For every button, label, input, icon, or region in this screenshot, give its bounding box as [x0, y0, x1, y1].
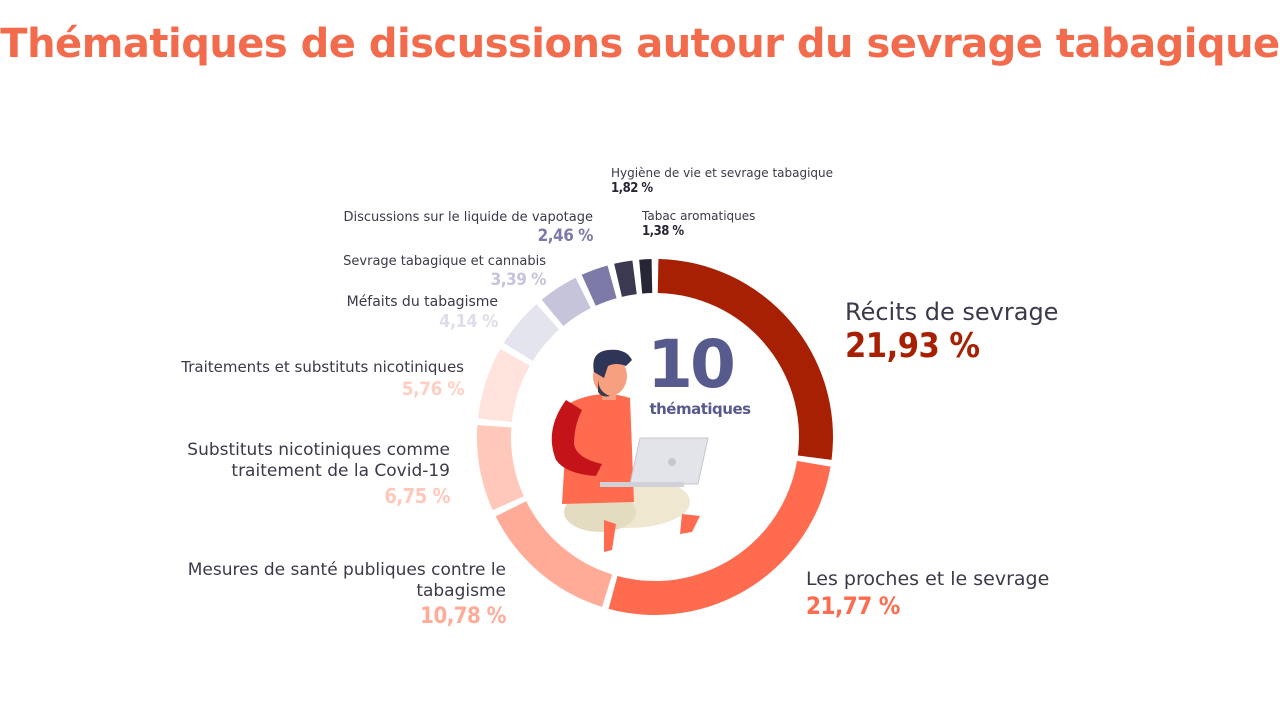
series-name: Substituts nicotiniques comme traitement…	[187, 440, 450, 481]
label-les-proches: Les proches et le sevrage 21,77 %	[806, 568, 1049, 622]
center-label: thématiques	[649, 400, 751, 418]
label-traitements: Traitements et substituts nicotiniques 5…	[100, 358, 464, 402]
series-name: Méfaits du tabagisme	[346, 294, 498, 310]
series-value: 21,93 %	[845, 326, 980, 366]
series-name: Les proches et le sevrage	[806, 568, 1050, 590]
illustration-hair	[593, 349, 632, 378]
donut-segment-4	[477, 348, 530, 422]
illustration-beard	[598, 378, 610, 397]
donut-segment-3	[477, 425, 524, 511]
donut-segment-2	[495, 501, 613, 607]
series-value: 21,77 %	[806, 592, 900, 620]
series-name: Traitements et substituts nicotiniques	[181, 358, 464, 376]
illustration-foot-left	[604, 520, 616, 552]
series-value: 4,14 %	[439, 311, 498, 332]
label-hygiene-de-vie: Hygiène de vie et sevrage tabagique 1,82…	[611, 166, 833, 198]
series-value: 1,38 %	[642, 224, 684, 239]
illustration-arm	[551, 400, 602, 476]
label-liquide-vapotage: Discussions sur le liquide de vapotage 2…	[280, 210, 593, 247]
label-cannabis: Sevrage tabagique et cannabis 3,39 %	[290, 254, 546, 291]
donut-segment-1	[608, 460, 831, 615]
illustration-foot-right	[680, 514, 700, 534]
page-title: Thématiques de discussions autour du sev…	[0, 21, 1280, 67]
label-substituts-covid: Substituts nicotiniques comme traitement…	[130, 440, 450, 510]
illustration-laptop-base	[600, 482, 684, 487]
series-name: Hygiène de vie et sevrage tabagique	[611, 166, 834, 180]
center-count: 10	[647, 326, 736, 403]
donut-segment-8	[614, 260, 637, 297]
donut-segment-5	[503, 304, 560, 361]
series-value: 6,75 %	[384, 484, 450, 508]
label-tabac-aromatiques: Tabac aromatiques 1,38 %	[642, 209, 755, 241]
donut-segment-0	[657, 259, 833, 460]
series-value: 2,46 %	[537, 226, 594, 246]
series-name: Sevrage tabagique et cannabis	[343, 254, 546, 269]
donut-segment-7	[581, 265, 617, 306]
person-with-laptop-illustration	[551, 349, 709, 552]
series-name: Mesures de santé publiques contre le tab…	[187, 560, 506, 601]
series-value: 3,39 %	[490, 270, 547, 290]
donut-segment-9	[639, 259, 653, 294]
illustration-laptop-logo	[668, 458, 676, 466]
series-value: 10,78 %	[420, 604, 506, 629]
illustration-torso	[562, 394, 634, 504]
series-name: Tabac aromatiques	[642, 209, 756, 223]
label-mesures-sante: Mesures de santé publiques contre le tab…	[186, 560, 507, 632]
donut-segment-6	[541, 277, 591, 326]
series-value: 5,76 %	[401, 378, 465, 400]
series-name: Récits de sevrage	[845, 298, 1059, 326]
label-recits-de-sevrage: Récits de sevrage 21,93 %	[845, 298, 1058, 366]
series-value: 1,82 %	[611, 181, 653, 196]
series-name: Discussions sur le liquide de vapotage	[343, 210, 593, 225]
donut-segments	[477, 259, 833, 615]
label-mefaits: Méfaits du tabagisme 4,14 %	[260, 294, 499, 334]
